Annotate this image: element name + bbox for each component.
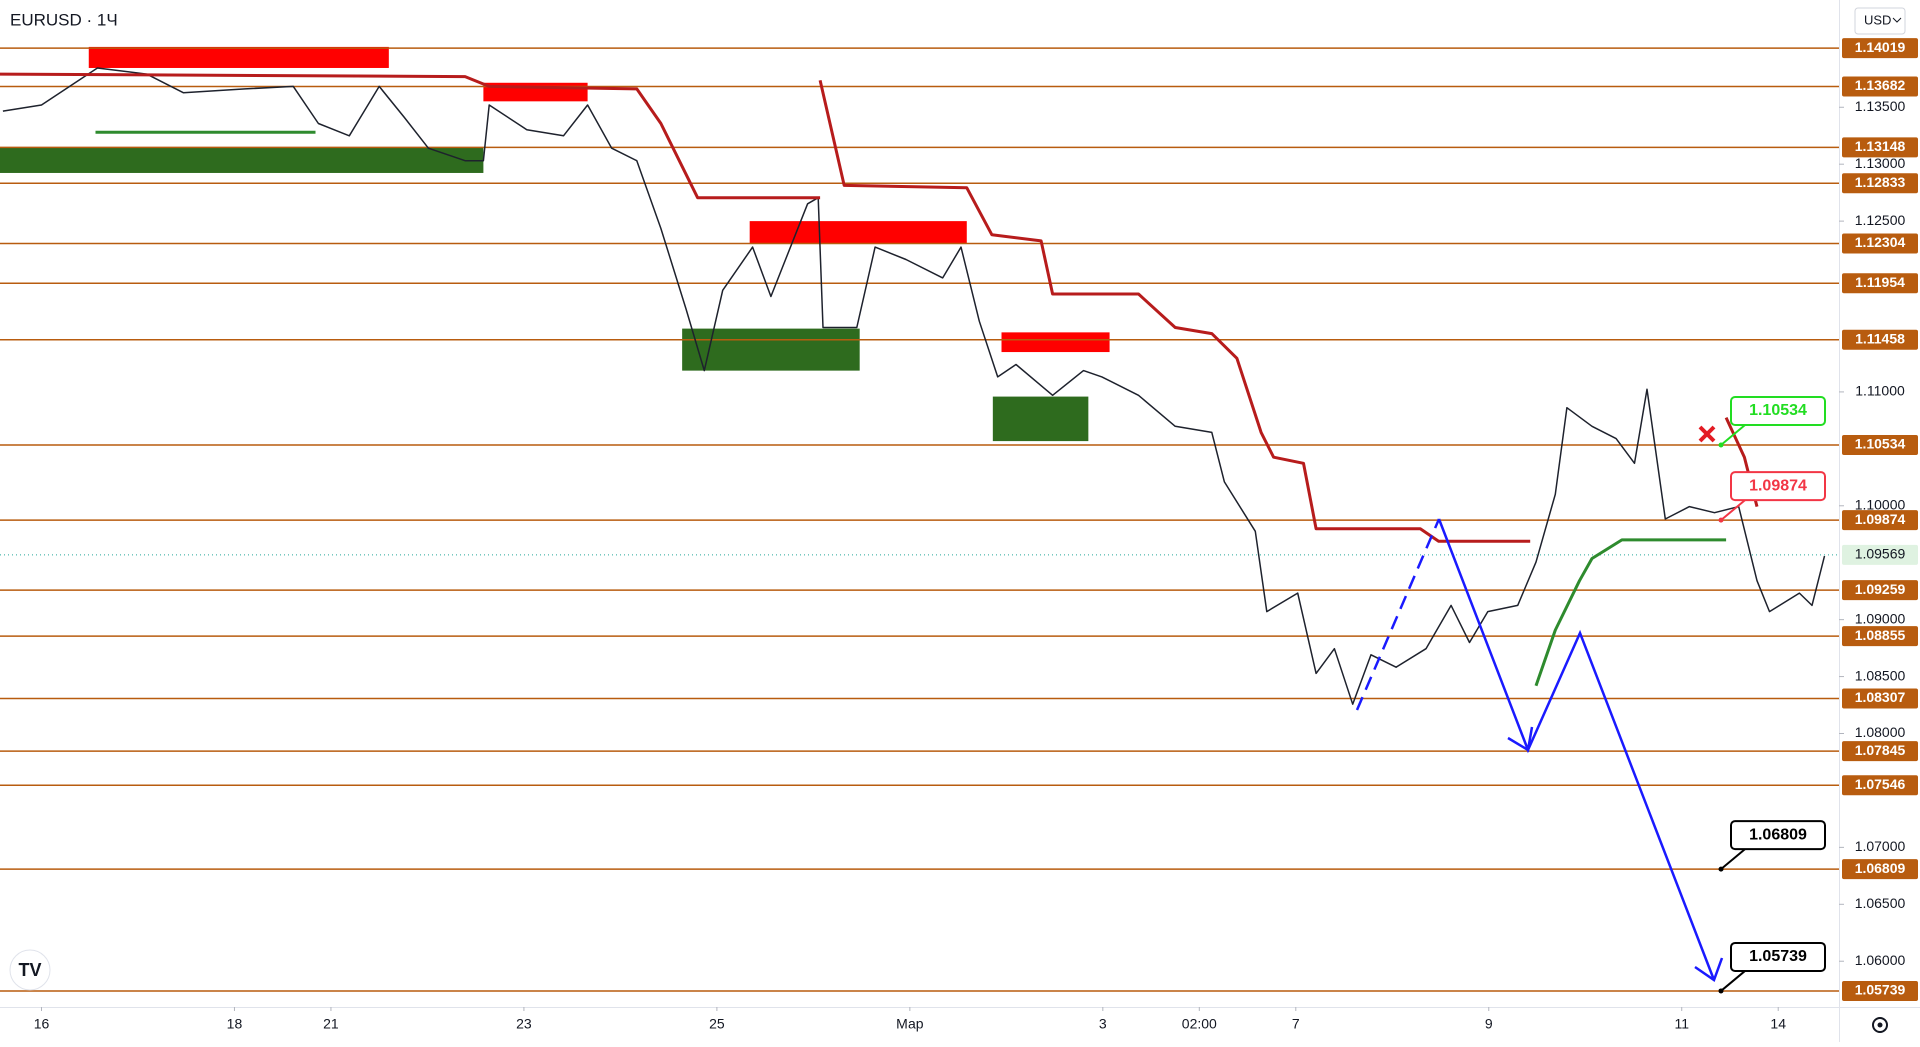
price-line	[2, 67, 1826, 705]
zone	[992, 396, 1089, 442]
y-tick-label: 1.13000	[1855, 155, 1906, 171]
x-tick-label: 23	[516, 1016, 532, 1032]
level-label: 1.11458	[1855, 330, 1905, 346]
level-badge	[1842, 329, 1918, 350]
level-label: 1.07845	[1855, 742, 1906, 758]
y-tick-label: 1.07000	[1855, 838, 1906, 854]
level-badge	[1842, 626, 1918, 647]
level-label: 1.06809	[1855, 860, 1906, 876]
level-badge	[1842, 173, 1918, 194]
x-tick-label: 14	[1770, 1016, 1786, 1032]
symbol: EURUSD · 1Ч	[10, 10, 118, 29]
level-label: 1.11954	[1855, 274, 1905, 290]
callout-dot	[1718, 988, 1724, 994]
x-tick-label: 7	[1292, 1016, 1300, 1032]
callout-leader	[1720, 424, 1746, 446]
zone	[88, 46, 389, 68]
last-price-badge	[1842, 544, 1918, 565]
x-tick-label: 21	[323, 1016, 339, 1032]
callout-label: 1.05739	[1749, 948, 1807, 965]
level-label: 1.12304	[1855, 234, 1906, 250]
level-label: 1.14019	[1855, 39, 1906, 55]
svg-text:TV: TV	[18, 960, 41, 980]
zone	[1001, 332, 1110, 353]
currency[interactable]: USD	[1864, 12, 1891, 27]
zone	[749, 221, 967, 244]
y-tick-label: 1.09000	[1855, 610, 1906, 626]
callout-box	[1730, 941, 1826, 972]
callout-box	[1730, 395, 1826, 426]
cancel-mark	[1698, 425, 1716, 443]
level-label: 1.10534	[1855, 436, 1906, 452]
x-tick-label: 18	[227, 1016, 243, 1032]
tv-logo: TV	[9, 949, 51, 991]
level-badge	[1842, 741, 1918, 762]
level-badge	[1842, 76, 1918, 97]
level-badge	[1842, 580, 1918, 601]
callout-dot	[1718, 442, 1724, 448]
settings-icon[interactable]	[1872, 1017, 1888, 1033]
x-tick-label: 16	[34, 1016, 50, 1032]
level-label: 1.09874	[1855, 511, 1906, 527]
currency-button[interactable]	[1854, 7, 1906, 35]
y-tick-label: 1.08500	[1855, 667, 1906, 683]
callout-dot	[1718, 517, 1724, 523]
callout-label: 1.09874	[1749, 477, 1807, 494]
x-tick-label: 3	[1099, 1016, 1107, 1032]
y-tick-label: 1.06000	[1855, 952, 1906, 968]
level-badge	[1842, 273, 1918, 294]
callout-label: 1.06809	[1749, 826, 1807, 843]
level-label: 1.08307	[1855, 689, 1906, 705]
level-badge	[1842, 688, 1918, 709]
level-badge	[1842, 137, 1918, 158]
level-badge	[1842, 859, 1918, 880]
level-label: 1.07546	[1855, 776, 1906, 792]
level-label: 1.08855	[1855, 627, 1906, 643]
level-badge	[1842, 510, 1918, 531]
callout-leader	[1720, 970, 1746, 992]
x-tick-label: 9	[1485, 1016, 1493, 1032]
zone	[0, 146, 484, 173]
analysis-arrows	[1355, 518, 1724, 982]
y-tick-label: 1.10000	[1855, 496, 1906, 512]
price-line	[95, 130, 1727, 687]
x-tick-label: Мар	[896, 1016, 924, 1032]
callout-box	[1730, 471, 1826, 502]
level-badge	[1842, 233, 1918, 254]
callout-label: 1.10534	[1749, 402, 1807, 419]
x-tick-label: 02:00	[1182, 1016, 1217, 1032]
y-tick-label: 1.13500	[1855, 98, 1906, 114]
y-tick-label: 1.08000	[1855, 724, 1906, 740]
level-badge	[1842, 775, 1918, 796]
y-tick-label: 1.11000	[1855, 383, 1905, 399]
level-label: 1.05739	[1855, 982, 1906, 998]
level-label: 1.09259	[1855, 581, 1906, 597]
level-label: 1.13682	[1855, 77, 1906, 93]
callout-dot	[1718, 866, 1724, 872]
x-tick-label: 25	[709, 1016, 725, 1032]
callout-leader	[1720, 848, 1746, 870]
level-label: 1.13148	[1855, 138, 1906, 154]
y-tick-label: 1.06500	[1855, 895, 1906, 911]
x-tick-label: 11	[1674, 1016, 1689, 1032]
callout-leader	[1720, 499, 1746, 521]
callout-box	[1730, 820, 1826, 851]
y-tick-label: 1.12500	[1855, 212, 1906, 228]
level-badge	[1842, 434, 1918, 455]
last-price-label: 1.09569	[1855, 546, 1906, 562]
level-badge	[1842, 980, 1918, 1001]
level-label: 1.12833	[1855, 174, 1906, 190]
dropdown-icon[interactable]	[1892, 17, 1902, 23]
level-badge	[1842, 38, 1918, 59]
